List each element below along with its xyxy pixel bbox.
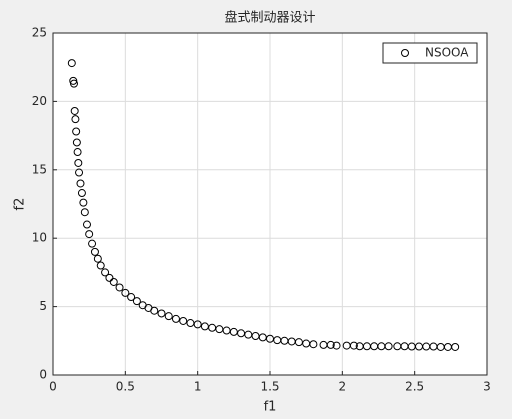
x-tick-label: 1.5: [260, 380, 279, 394]
x-tick-label: 2.5: [405, 380, 424, 394]
point: [309, 340, 318, 349]
y-axis-label: f2: [13, 198, 28, 211]
point: [67, 59, 76, 68]
point: [171, 314, 180, 323]
point: [88, 239, 97, 248]
x-tick-label: 0: [49, 380, 57, 394]
point: [384, 342, 393, 351]
point: [75, 168, 84, 177]
x-tick-label: 0.5: [116, 380, 135, 394]
point: [90, 247, 99, 256]
point: [326, 340, 335, 349]
point: [96, 261, 105, 270]
point: [349, 341, 358, 350]
point: [93, 254, 102, 263]
point: [69, 79, 78, 88]
y-tick-label: 10: [32, 231, 47, 245]
point: [72, 127, 81, 136]
legend-box: [382, 42, 478, 64]
point: [179, 316, 188, 325]
y-tick-label: 20: [32, 94, 47, 108]
point: [71, 115, 80, 124]
point: [127, 293, 136, 302]
point: [332, 341, 341, 350]
x-axis-label: f1: [264, 400, 277, 415]
point: [80, 208, 89, 217]
point: [164, 312, 173, 321]
y-tick-label: 15: [32, 162, 47, 176]
x-tick-label: 1: [194, 380, 202, 394]
point: [193, 320, 202, 329]
legend-label: NSOOA: [425, 46, 469, 60]
chart-title: 盘式制动器设计: [224, 10, 315, 26]
point: [82, 220, 91, 229]
point: [157, 309, 166, 318]
point: [73, 148, 82, 157]
point: [76, 179, 85, 188]
point: [77, 189, 86, 198]
point: [121, 288, 130, 297]
point: [79, 198, 88, 207]
point: [115, 283, 124, 292]
point: [105, 273, 114, 282]
point: [74, 158, 83, 167]
point: [150, 306, 159, 315]
y-tick-label: 0: [39, 368, 47, 382]
point: [70, 106, 79, 115]
point: [451, 342, 460, 351]
y-tick-label: 25: [32, 26, 47, 40]
point: [132, 297, 141, 306]
axes-box: [52, 32, 488, 376]
point: [72, 138, 81, 147]
x-tick-label: 3: [483, 380, 491, 394]
point: [85, 230, 94, 239]
x-tick-label: 2: [339, 380, 347, 394]
point: [101, 268, 110, 277]
point: [109, 277, 118, 286]
y-tick-label: 5: [39, 299, 47, 313]
legend-marker: [401, 49, 409, 57]
